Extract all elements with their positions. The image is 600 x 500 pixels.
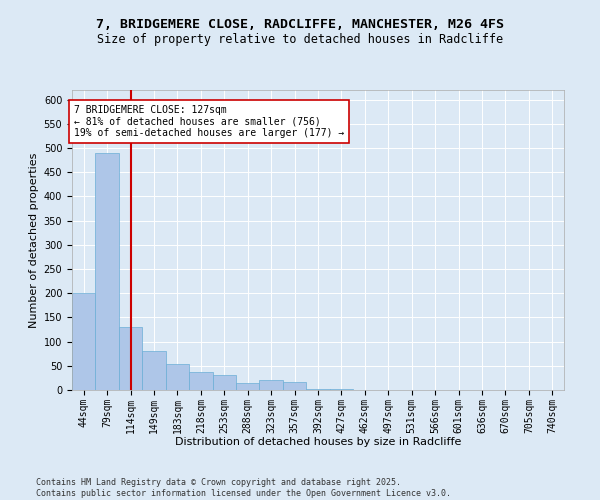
Text: Contains HM Land Registry data © Crown copyright and database right 2025.
Contai: Contains HM Land Registry data © Crown c… [36,478,451,498]
Bar [306,389,330,390]
Bar [259,380,283,390]
Bar [330,389,353,390]
Text: 7 BRIDGEMERE CLOSE: 127sqm
← 81% of detached houses are smaller (756)
19% of sem: 7 BRIDGEMERE CLOSE: 127sqm ← 81% of deta… [74,104,344,138]
Bar [119,327,142,390]
Bar [189,372,212,390]
Bar [142,352,166,390]
Y-axis label: Number of detached properties: Number of detached properties [29,152,40,328]
Text: Size of property relative to detached houses in Radcliffe: Size of property relative to detached ho… [97,32,503,46]
Bar [95,153,119,390]
Bar [72,293,95,390]
X-axis label: Distribution of detached houses by size in Radcliffe: Distribution of detached houses by size … [175,437,461,447]
Bar [166,364,189,390]
Bar [236,383,259,390]
Text: 7, BRIDGEMERE CLOSE, RADCLIFFE, MANCHESTER, M26 4FS: 7, BRIDGEMERE CLOSE, RADCLIFFE, MANCHEST… [96,18,504,30]
Bar [283,382,306,390]
Bar [212,374,236,390]
